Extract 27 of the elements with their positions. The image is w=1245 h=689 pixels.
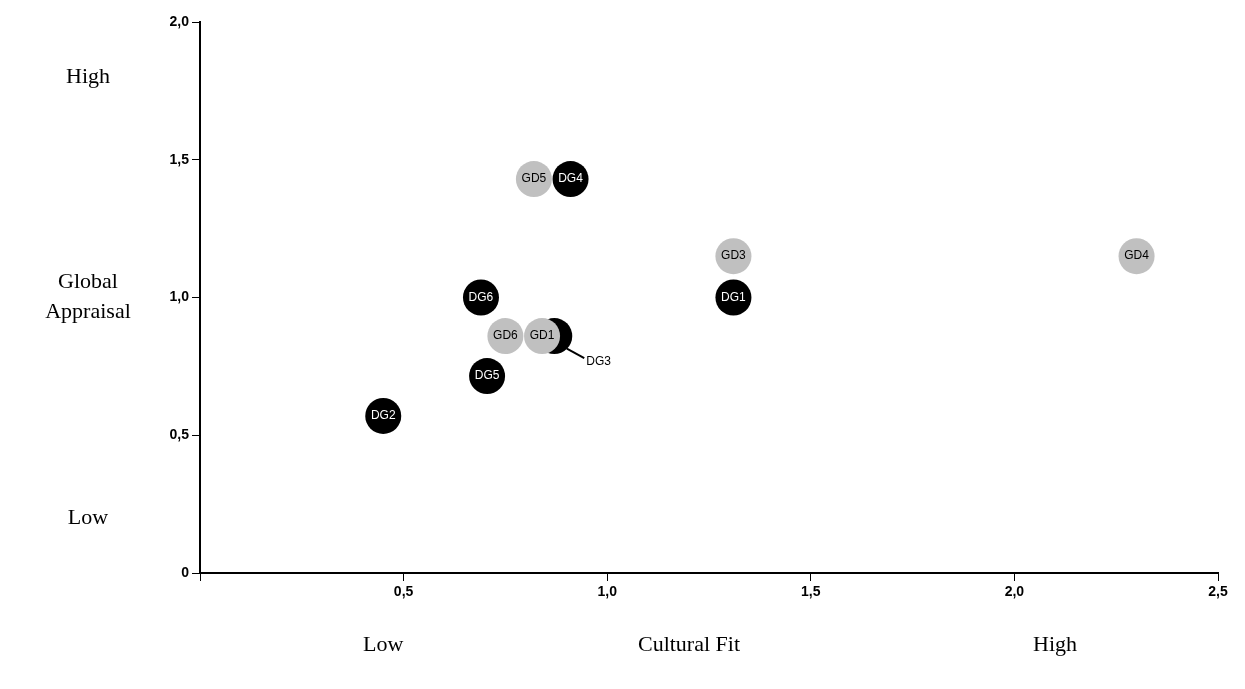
text: Low [67, 503, 109, 529]
data-label: GD6 [493, 328, 519, 343]
data-label: DG5 [474, 368, 500, 383]
data-label: DG4 [558, 171, 584, 186]
text: High [1033, 630, 1078, 656]
data-label: GD3 [721, 248, 747, 263]
x-tick-label: 2,0 [1004, 583, 1025, 600]
data-label: GD1 [529, 328, 555, 343]
data-label: DG2 [370, 408, 396, 423]
text: High [66, 62, 110, 88]
x-tick-label: 0,5 [393, 583, 414, 600]
y-tick-label: 0 [181, 563, 190, 580]
text: Low [363, 630, 404, 656]
x-tick-label: 2,5 [1208, 583, 1228, 600]
y-tick-label: 1,5 [169, 150, 190, 167]
data-label: DG6 [468, 289, 494, 304]
y-axis-title: Global Appraisal [45, 268, 131, 324]
y-tick-label: 2,0 [169, 12, 190, 29]
y-tick-label: 0,5 [169, 426, 190, 443]
data-label: DG3 [586, 354, 612, 369]
data-label: DG1 [721, 289, 747, 304]
x-tick-label: 1,5 [801, 583, 821, 600]
data-label: GD5 [521, 171, 547, 186]
data-label: GD4 [1124, 248, 1150, 263]
y-tick-label: 1,0 [169, 288, 190, 305]
x-axis-title: Cultural Fit [637, 630, 741, 656]
x-tick-label: 1,0 [597, 583, 618, 600]
